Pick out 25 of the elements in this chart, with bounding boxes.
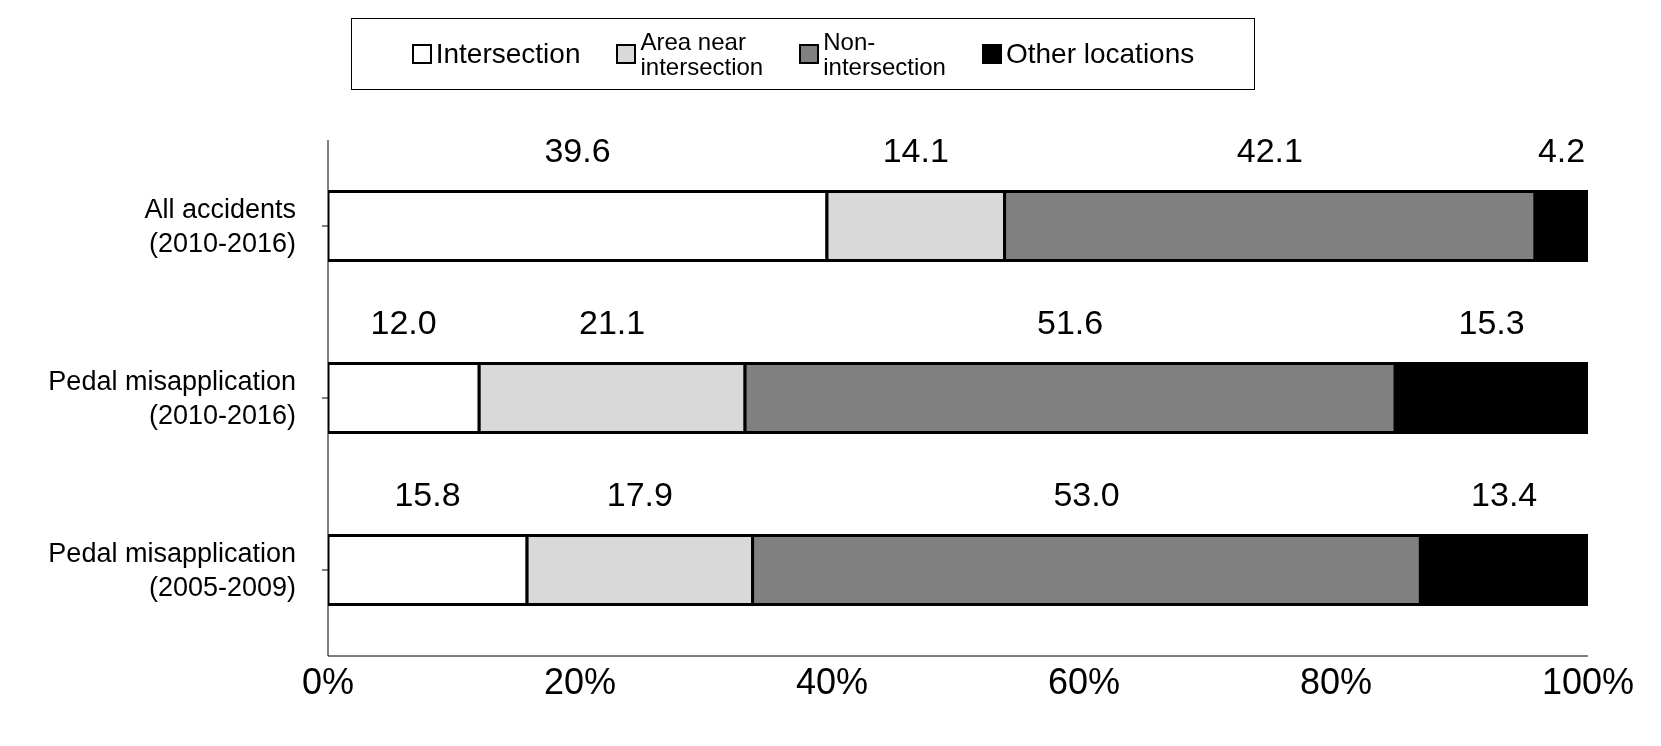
text: 17.9	[606, 474, 673, 513]
text: 39.6	[544, 130, 611, 169]
y-tick-label: All accidents (2010-2016)	[144, 194, 296, 258]
y-tick-label: Pedal misapplication (2010-2016)	[48, 366, 296, 430]
text: 21.1	[579, 302, 646, 341]
x-tick-label: 60%	[1047, 661, 1121, 702]
y-tick-label: Pedal misapplication (2005-2009)	[48, 538, 296, 602]
text: 13.4	[1471, 474, 1538, 513]
legend-label: Area near intersection	[640, 27, 764, 80]
text: 42.1	[1236, 130, 1303, 169]
x-tick-label: 40%	[795, 661, 869, 702]
x-tick-label: 0%	[301, 661, 355, 702]
x-tick-label: 100%	[1541, 661, 1635, 702]
legend-label: Other locations	[1005, 38, 1195, 70]
x-tick-label: 20%	[543, 661, 617, 702]
legend-label: Non- intersection	[823, 27, 946, 80]
legend-label: Intersection	[435, 38, 581, 70]
text: 53.0	[1053, 474, 1120, 513]
text: 15.8	[394, 474, 461, 513]
text: 4.2	[1537, 130, 1586, 169]
text: 51.6	[1037, 302, 1104, 341]
text: 12.0	[370, 302, 437, 341]
text: 15.3	[1458, 302, 1525, 341]
text: 14.1	[882, 130, 949, 169]
x-tick-label: 80%	[1299, 661, 1373, 702]
